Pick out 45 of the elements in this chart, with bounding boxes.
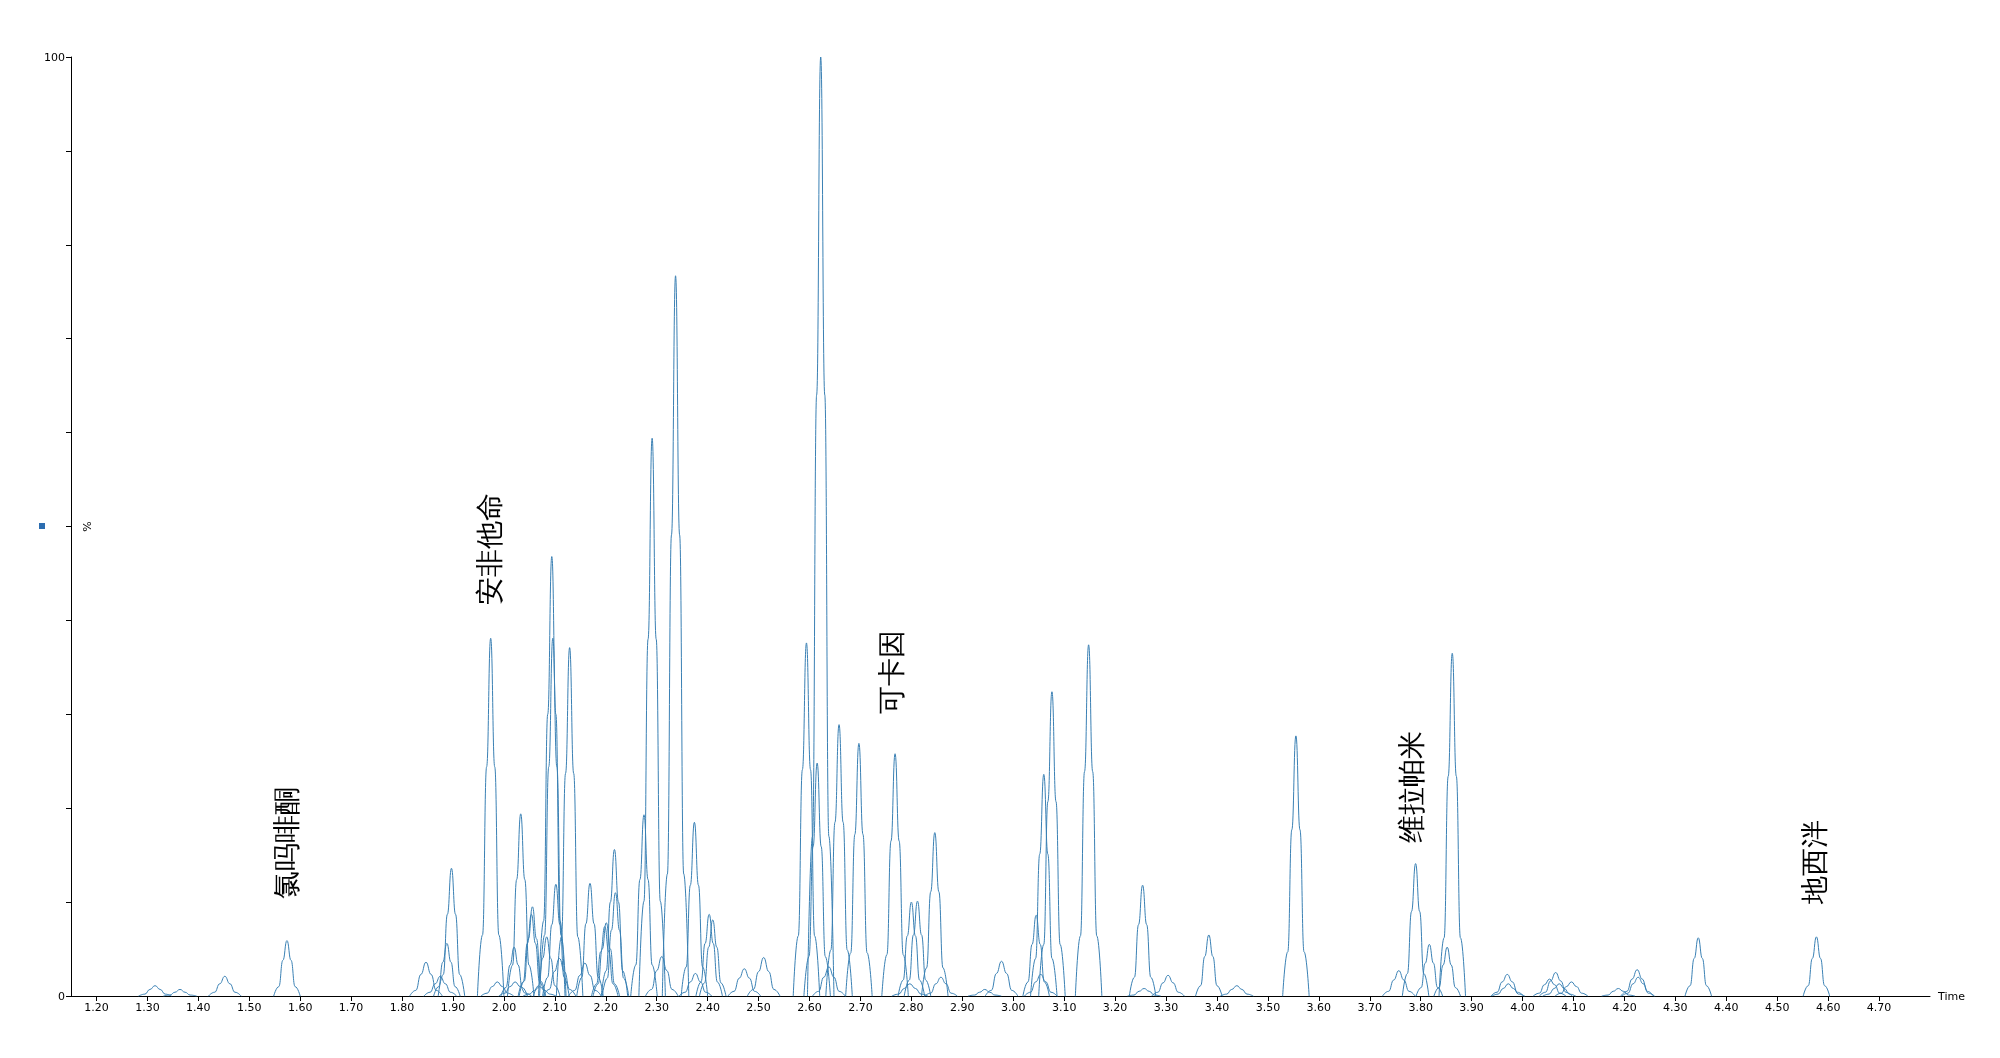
- x-tick-label: 2.30: [644, 1001, 669, 1014]
- x-tick-label: 4.50: [1764, 1001, 1790, 1014]
- x-tick-label: 4.70: [1866, 1001, 1892, 1014]
- x-tick-label: 3.90: [1459, 1001, 1484, 1014]
- x-tick-label: 2.10: [542, 1001, 568, 1014]
- x-tick-label: 4.60: [1815, 1001, 1841, 1014]
- x-tick-label: 2.90: [950, 1001, 975, 1014]
- x-tick-label: 2.60: [797, 1001, 822, 1014]
- x-tick-label: 3.00: [1000, 1001, 1026, 1014]
- x-tick-label: 1.40: [186, 1001, 211, 1014]
- x-tick-label: 4.30: [1663, 1001, 1688, 1014]
- x-tick-label: 1.80: [389, 1001, 415, 1014]
- x-tick-label: 3.10: [1051, 1001, 1077, 1014]
- x-tick-label: 3.50: [1255, 1001, 1281, 1014]
- annotation: 地西泮: [1797, 820, 1831, 905]
- x-tick-label: 3.20: [1102, 1001, 1128, 1014]
- y-axis-title: %: [81, 521, 94, 532]
- x-tick-label: 4.00: [1510, 1001, 1535, 1014]
- x-tick-label: 1.30: [135, 1001, 160, 1014]
- x-axis-title: Time: [1937, 989, 1966, 1003]
- y-tick-label: 0: [58, 989, 65, 1003]
- x-tick-label: 3.80: [1408, 1001, 1433, 1014]
- x-tick-label: 2.50: [746, 1001, 771, 1014]
- x-tick-label: 3.40: [1204, 1001, 1230, 1014]
- x-tick-label: 1.20: [84, 1001, 109, 1014]
- x-tick-label: 3.70: [1357, 1001, 1382, 1014]
- x-tick-label: 2.70: [848, 1001, 873, 1014]
- x-tick-label: 1.60: [287, 1001, 313, 1014]
- x-tick-label: 4.40: [1714, 1001, 1739, 1014]
- x-tick-label: 4.20: [1612, 1001, 1637, 1014]
- x-tick-label: 2.40: [695, 1001, 720, 1014]
- x-tick-label: 1.70: [338, 1001, 364, 1014]
- x-tick-label: 1.50: [237, 1001, 262, 1014]
- x-tick-label: 2.80: [899, 1001, 924, 1014]
- x-tick-label: 3.30: [1153, 1001, 1179, 1014]
- annotation: 氯吗啡酮: [269, 787, 303, 899]
- x-tick-label: 2.00: [491, 1001, 517, 1014]
- x-tick-label: 3.60: [1306, 1001, 1332, 1014]
- x-tick-label: 2.20: [593, 1001, 619, 1014]
- x-tick-label: 4.10: [1561, 1001, 1586, 1014]
- annotation: 安非他命: [472, 493, 506, 605]
- x-tick-label: 1.90: [440, 1001, 466, 1014]
- y-tick-label: 100: [44, 50, 65, 64]
- annotation: 可卡因: [874, 630, 908, 714]
- annotation: 维拉帕米: [1394, 731, 1428, 843]
